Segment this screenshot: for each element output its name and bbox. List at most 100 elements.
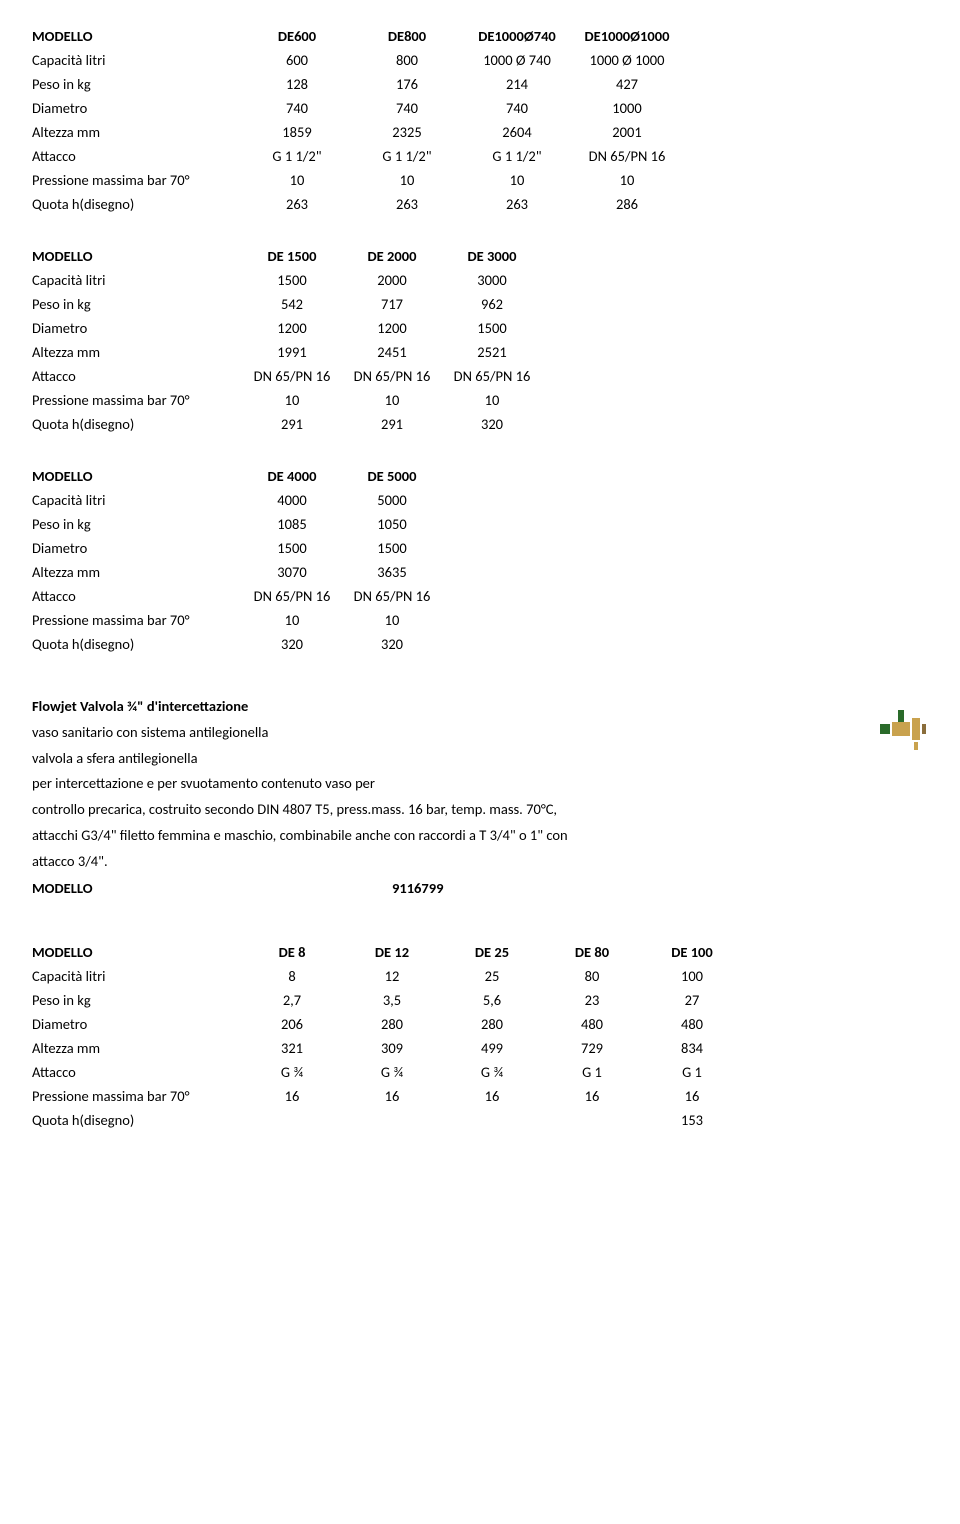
row-label: Peso in kg [32, 72, 242, 96]
cell: 10 [242, 168, 352, 192]
col-header: DE1000Ø1000 [572, 24, 682, 48]
cell: 291 [342, 412, 442, 436]
cell: 2521 [442, 340, 542, 364]
col-header: DE 80 [542, 940, 642, 964]
cell: 10 [242, 388, 342, 412]
cell [442, 1108, 542, 1132]
cell: 16 [342, 1084, 442, 1108]
cell: 2604 [462, 120, 572, 144]
flowjet-section: Flowjet Valvola ¾" d'intercettazione vas… [32, 696, 928, 900]
row-label: Altezza mm [32, 120, 242, 144]
cell: 16 [442, 1084, 542, 1108]
cell: 3,5 [342, 988, 442, 1012]
col-header: DE 3000 [442, 244, 542, 268]
cell: 1991 [242, 340, 342, 364]
flowjet-line: attacchi G3/4" filetto femmina e maschio… [32, 825, 752, 847]
cell: 1500 [242, 268, 342, 292]
row-label: Diametro [32, 96, 242, 120]
col-header: DE1000Ø740 [462, 24, 572, 48]
cell: 2451 [342, 340, 442, 364]
cell: 206 [242, 1012, 342, 1036]
cell: 153 [642, 1108, 742, 1132]
row-label: Capacità litri [32, 48, 242, 72]
row-label: Pressione massima bar 70° [32, 388, 242, 412]
row-label: MODELLO [32, 940, 242, 964]
row-label: MODELLO [32, 24, 242, 48]
cell [542, 1108, 642, 1132]
cell: 176 [352, 72, 462, 96]
cell: 962 [442, 292, 542, 316]
spec-table-3: MODELLO DE 4000 DE 5000 Capacità litri 4… [32, 464, 442, 656]
cell: 320 [442, 412, 542, 436]
col-header: DE 4000 [242, 464, 342, 488]
col-header: DE 5000 [342, 464, 442, 488]
cell: 100 [642, 964, 742, 988]
cell: 10 [572, 168, 682, 192]
cell: 128 [242, 72, 352, 96]
cell: 10 [342, 608, 442, 632]
col-header: DE 100 [642, 940, 742, 964]
cell: 1859 [242, 120, 352, 144]
row-label: Altezza mm [32, 1036, 242, 1060]
cell: DN 65/PN 16 [342, 584, 442, 608]
cell: DN 65/PN 16 [572, 144, 682, 168]
cell [342, 1108, 442, 1132]
col-header: DE 25 [442, 940, 542, 964]
row-label: Quota h(disegno) [32, 412, 242, 436]
cell: 280 [342, 1012, 442, 1036]
row-label: Pressione massima bar 70° [32, 1084, 242, 1108]
cell: 5000 [342, 488, 442, 512]
row-label: Attacco [32, 364, 242, 388]
cell: G ¾ [342, 1060, 442, 1084]
col-header: DE 1500 [242, 244, 342, 268]
row-label: Attacco [32, 144, 242, 168]
cell: DN 65/PN 16 [442, 364, 542, 388]
cell: 3070 [242, 560, 342, 584]
cell: 834 [642, 1036, 742, 1060]
cell: 4000 [242, 488, 342, 512]
cell: 263 [242, 192, 352, 216]
cell: 80 [542, 964, 642, 988]
row-label: MODELLO [32, 244, 242, 268]
spec-table-1: MODELLO DE600 DE800 DE1000Ø740 DE1000Ø10… [32, 24, 682, 216]
flowjet-model-row: MODELLO 9116799 [32, 876, 443, 900]
cell: 1050 [342, 512, 442, 536]
col-header: DE 8 [242, 940, 342, 964]
row-label: Diametro [32, 1012, 242, 1036]
cell: 16 [642, 1084, 742, 1108]
row-label: Peso in kg [32, 292, 242, 316]
col-header: DE 12 [342, 940, 442, 964]
cell: 321 [242, 1036, 342, 1060]
flowjet-line: attacco 3/4". [32, 851, 752, 873]
cell: 740 [462, 96, 572, 120]
row-label: MODELLO [32, 876, 392, 900]
row-label: Attacco [32, 584, 242, 608]
cell: 2325 [352, 120, 462, 144]
row-label: Quota h(disegno) [32, 632, 242, 656]
cell: 1085 [242, 512, 342, 536]
cell: 263 [352, 192, 462, 216]
cell: G 1 1/2" [352, 144, 462, 168]
cell: G 1 1/2" [242, 144, 352, 168]
row-label: Altezza mm [32, 340, 242, 364]
flowjet-line: valvola a sfera antilegionella [32, 748, 752, 770]
cell: G ¾ [242, 1060, 342, 1084]
cell: 499 [442, 1036, 542, 1060]
cell: 729 [542, 1036, 642, 1060]
cell: 2001 [572, 120, 682, 144]
cell: 309 [342, 1036, 442, 1060]
cell: 8 [242, 964, 342, 988]
spec-table-4: MODELLO DE 8 DE 12 DE 25 DE 80 DE 100 Ca… [32, 940, 742, 1132]
row-label: Altezza mm [32, 560, 242, 584]
cell: 3000 [442, 268, 542, 292]
row-label: Diametro [32, 316, 242, 340]
cell: 214 [462, 72, 572, 96]
cell: 27 [642, 988, 742, 1012]
cell: 1000 Ø 740 [462, 48, 572, 72]
cell: 5,6 [442, 988, 542, 1012]
row-label: Capacità litri [32, 268, 242, 292]
cell: 263 [462, 192, 572, 216]
flowjet-line: per intercettazione e per svuotamento co… [32, 773, 752, 795]
cell: 1500 [442, 316, 542, 340]
row-label: Peso in kg [32, 512, 242, 536]
